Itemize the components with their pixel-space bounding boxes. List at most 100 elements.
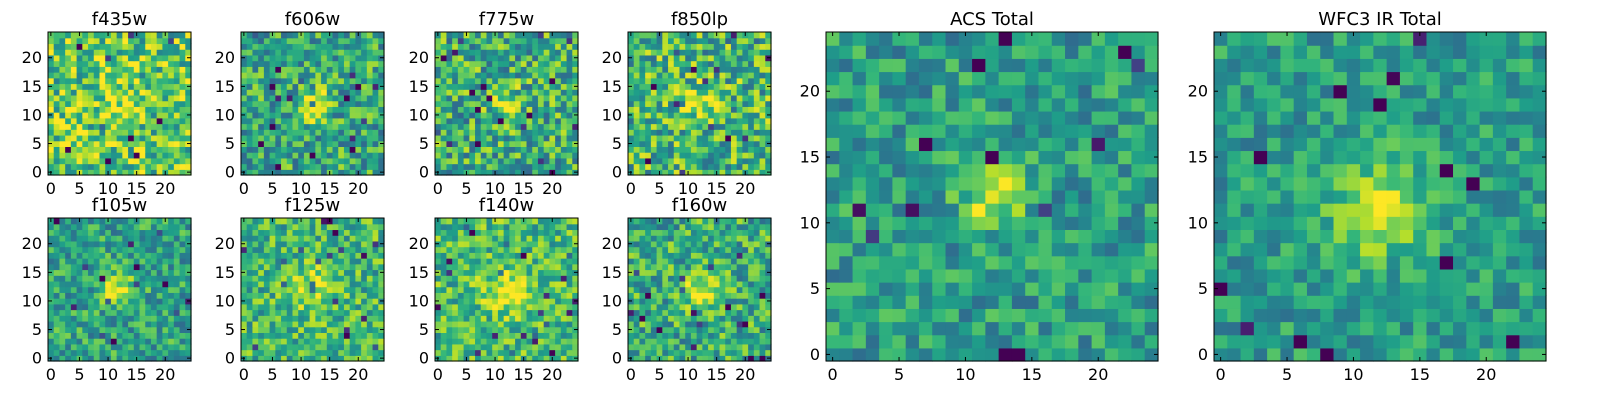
heatmap-cell	[560, 94, 568, 102]
heatmap-cell	[122, 106, 129, 113]
heatmap-cell	[645, 292, 652, 299]
heatmap-cell	[486, 60, 493, 67]
heatmap-cell	[88, 54, 95, 62]
heatmap-cell	[349, 37, 356, 45]
heatmap-cell	[566, 157, 573, 165]
heatmap-cell	[515, 223, 522, 231]
heatmap-cell	[179, 303, 186, 311]
heatmap-cell	[555, 106, 562, 113]
heatmap-cell	[116, 43, 123, 50]
heatmap-cell	[446, 292, 453, 299]
heatmap-cell	[53, 218, 61, 225]
heatmap-cell	[139, 89, 146, 96]
heatmap-cell	[321, 112, 328, 119]
heatmap-cell	[566, 269, 573, 276]
heatmap-cell	[480, 349, 488, 356]
heatmap-cell	[378, 49, 385, 56]
heatmap-cell	[463, 326, 470, 333]
heatmap-cell	[730, 309, 738, 316]
heatmap-cell	[463, 140, 470, 147]
heatmap-cell	[650, 292, 658, 299]
heatmap-cell	[241, 66, 248, 73]
heatmap-cell	[486, 112, 493, 119]
heatmap-cell	[650, 315, 658, 322]
heatmap-cell	[156, 246, 163, 253]
heatmap-cell	[549, 292, 556, 299]
heatmap-cell	[537, 117, 545, 125]
heatmap-cell	[572, 94, 579, 102]
heatmap-cell	[497, 146, 505, 153]
heatmap-cell	[673, 338, 681, 345]
heatmap-cell	[753, 152, 761, 159]
heatmap-cell	[748, 140, 755, 147]
heatmap-cell	[742, 338, 749, 345]
heatmap-cell	[633, 292, 641, 299]
heatmap-cell	[93, 32, 101, 39]
heatmap-cell	[497, 54, 505, 62]
y-tick-label: 0	[225, 163, 235, 182]
heatmap-cell	[742, 66, 749, 73]
heatmap-cell	[520, 152, 528, 159]
heatmap-cell	[440, 140, 448, 147]
heatmap-cell	[88, 94, 95, 102]
heatmap-cell	[298, 280, 305, 288]
heatmap-cell	[378, 66, 385, 73]
heatmap-cell	[566, 298, 573, 305]
heatmap-cell	[713, 157, 721, 165]
heatmap-cell	[650, 280, 658, 288]
heatmap-cell	[303, 229, 311, 236]
heatmap-cell	[532, 223, 539, 231]
heatmap-cell	[628, 117, 635, 125]
heatmap-cell	[269, 246, 276, 253]
heatmap-cell	[179, 258, 186, 265]
heatmap-cell	[145, 129, 152, 136]
heatmap-cell	[168, 349, 175, 356]
heatmap-cell	[292, 77, 299, 85]
heatmap-cell	[475, 134, 482, 142]
heatmap-cell	[88, 32, 95, 39]
heatmap-cell	[128, 32, 135, 39]
heatmap-cell	[173, 83, 181, 90]
heatmap-cell	[173, 332, 181, 339]
heatmap-cell	[520, 112, 528, 119]
heatmap-cell	[736, 77, 743, 85]
heatmap-cell	[252, 303, 259, 311]
heatmap-cell	[105, 157, 112, 165]
heatmap-cell	[48, 338, 55, 345]
heatmap-cell	[486, 315, 493, 322]
heatmap-cell	[440, 332, 448, 339]
heatmap-cell	[59, 280, 66, 288]
heatmap-cell	[252, 123, 259, 130]
heatmap-cell	[452, 320, 459, 328]
heatmap-cell	[343, 252, 351, 259]
heatmap-cell	[679, 332, 686, 339]
heatmap-cell	[457, 123, 465, 130]
heatmap-cell	[361, 332, 368, 339]
heatmap-cell	[128, 106, 135, 113]
heatmap-cell	[145, 223, 152, 231]
heatmap-cell	[269, 315, 276, 322]
heatmap-cell	[679, 269, 686, 276]
x-tick-label: 5	[267, 365, 277, 384]
heatmap-cell	[446, 140, 453, 147]
heatmap-cell	[156, 326, 163, 333]
heatmap-cell	[532, 246, 539, 253]
heatmap-cell	[168, 77, 175, 85]
heatmap-cell	[292, 246, 299, 253]
heatmap-cell	[179, 338, 186, 345]
heatmap-cell	[446, 152, 453, 159]
heatmap-cell	[685, 309, 692, 316]
heatmap-cell	[503, 134, 510, 142]
heatmap-cell	[366, 269, 374, 276]
heatmap-cell	[515, 66, 522, 73]
heatmap-cell	[241, 309, 248, 316]
heatmap-cell	[645, 157, 652, 165]
heatmap-cell	[292, 43, 299, 50]
heatmap-cell	[252, 223, 259, 231]
heatmap-cell	[532, 355, 539, 362]
heatmap-cell	[515, 32, 522, 39]
heatmap-cell	[269, 252, 276, 259]
heatmap-cell	[452, 355, 459, 362]
heatmap-cell	[173, 72, 181, 79]
heatmap-cell	[258, 60, 265, 67]
